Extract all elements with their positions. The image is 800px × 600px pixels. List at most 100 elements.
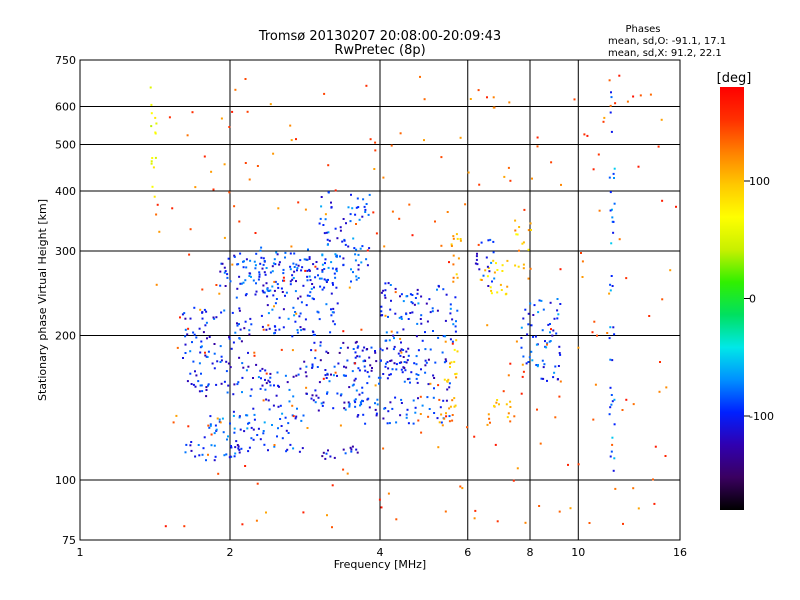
echo-point [322,451,325,454]
echo-point [455,273,458,276]
echo-point [654,445,657,448]
echo-point [364,369,367,372]
echo-point [531,177,533,180]
echo-point [614,487,617,490]
echo-point [613,167,616,170]
echo-point [299,259,302,262]
echo-point [236,324,239,327]
echo-point [387,282,390,285]
echo-point [537,364,539,366]
echo-point [514,264,517,267]
echo-point [320,196,323,198]
echo-point [386,377,389,380]
echo-point [419,75,421,78]
echo-point [237,381,240,384]
echo-point [291,404,294,407]
echo-point [308,268,311,271]
echo-point [332,407,335,410]
echo-point [296,331,299,334]
echo-point [613,423,616,426]
echo-point [388,373,391,376]
echo-point [241,391,243,394]
echo-point [441,424,444,427]
echo-point [540,377,543,380]
echo-point [213,343,216,345]
echo-point [444,335,447,338]
echo-point [386,347,389,350]
echo-point [263,271,266,274]
echo-point [273,325,276,328]
echo-point [295,280,297,283]
echo-point [158,230,161,233]
echo-point [277,286,280,289]
echo-point [379,359,382,362]
echo-point [352,237,355,240]
echo-point [269,271,272,274]
echo-point [203,308,206,311]
echo-point [492,240,495,243]
echo-point [547,323,550,326]
echo-point [201,317,204,320]
echo-point [400,318,403,320]
echo-point [344,452,347,455]
echo-point [354,341,357,344]
echo-point [432,396,435,399]
echo-point [189,228,192,231]
echo-point [216,417,219,420]
echo-point [354,356,357,359]
echo-point [296,329,299,331]
echo-point [224,270,227,273]
echo-point [335,270,338,273]
echo-point [190,449,193,452]
echo-point [261,325,264,328]
echo-point [583,133,586,136]
echo-point [249,394,252,397]
echo-point [330,314,333,317]
echo-point [292,375,295,378]
echo-point [332,320,335,323]
echo-point [626,100,629,103]
echo-point [351,370,354,373]
echo-point [487,267,490,269]
echo-point [390,299,392,302]
echo-point [264,369,267,372]
echo-point [455,339,458,342]
y-tick-label: 300 [55,245,76,258]
echo-point [480,279,483,281]
echo-point [349,446,352,449]
echo-point [421,404,424,407]
echo-point [546,342,549,345]
echo-point [423,98,426,101]
echo-point [648,315,651,317]
echo-point [334,371,337,374]
echo-point [324,369,327,371]
echo-point [199,351,202,354]
echo-point [184,352,187,354]
echo-point [296,267,299,270]
echo-point [325,452,328,455]
echo-point [253,418,256,421]
echo-point [268,408,271,411]
echo-point [374,351,377,354]
echo-point [414,297,417,299]
echo-point [227,435,229,438]
echo-point [454,325,457,328]
echo-point [330,201,332,204]
echo-point [406,378,409,381]
echo-point [609,455,612,458]
echo-point [354,405,357,408]
echo-point [451,414,454,416]
y-tick-label: 400 [55,185,76,198]
echo-point [154,116,157,119]
echo-point [349,220,352,223]
echo-point [376,403,379,406]
echo-point [553,317,556,320]
echo-point [609,326,612,329]
echo-point [311,283,314,285]
echo-point [293,252,296,255]
echo-point [262,284,265,287]
echo-point [164,525,167,528]
echo-point [637,165,640,168]
echo-point [205,386,208,389]
echo-point [315,261,318,263]
